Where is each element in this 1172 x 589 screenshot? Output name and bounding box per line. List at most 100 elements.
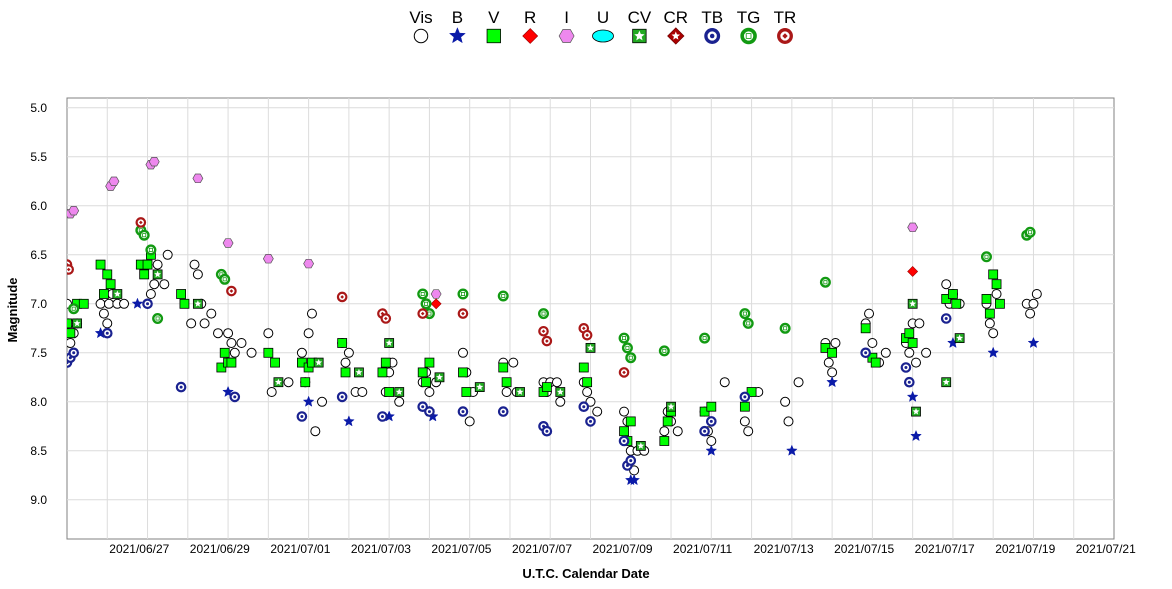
- x-tick-label: 2021/07/09: [593, 542, 653, 556]
- point-vis: [719, 377, 730, 388]
- point-tb: [417, 401, 429, 412]
- point-vis: [186, 318, 197, 329]
- point-v: [948, 289, 958, 299]
- point-vis: [827, 367, 838, 378]
- point-tb: [229, 391, 241, 403]
- point-vis: [551, 377, 562, 388]
- point-vis: [984, 318, 995, 329]
- legend-label-cv: CV: [628, 8, 652, 27]
- point-b: [343, 415, 355, 427]
- point-vis: [1028, 298, 1039, 309]
- point-tb: [618, 435, 630, 447]
- y-tick-label: 5.5: [30, 150, 47, 164]
- series-tb: [67, 298, 952, 471]
- point-vis: [310, 426, 321, 437]
- point-b: [222, 385, 234, 397]
- point-tg: [538, 308, 550, 320]
- series-tg: [68, 224, 1036, 364]
- point-cv: [911, 406, 921, 417]
- point-vis: [149, 279, 160, 290]
- point-i: [262, 254, 274, 264]
- point-tg: [420, 298, 432, 310]
- point-v: [625, 416, 636, 427]
- point-vis: [457, 347, 468, 358]
- point-tr: [135, 217, 147, 228]
- point-i: [192, 173, 204, 184]
- point-v: [501, 377, 512, 388]
- point-vis: [103, 298, 114, 309]
- point-tb: [578, 401, 590, 412]
- point-tb: [903, 376, 915, 388]
- point-i: [430, 289, 442, 299]
- point-tb: [457, 406, 469, 417]
- point-tb: [585, 416, 596, 427]
- point-vis: [555, 396, 566, 407]
- point-vis: [1025, 308, 1036, 319]
- point-cv: [555, 387, 566, 397]
- point-v: [461, 387, 472, 397]
- point-vis: [592, 406, 603, 417]
- point-v: [424, 357, 435, 368]
- point-v: [105, 279, 116, 290]
- legend-marker-cv: [632, 28, 647, 44]
- point-vis: [921, 347, 932, 358]
- point-b: [906, 390, 919, 402]
- point-vis: [283, 377, 294, 388]
- point-v: [78, 298, 89, 309]
- point-v: [458, 367, 468, 378]
- point-v: [662, 416, 673, 427]
- point-tg: [457, 288, 469, 300]
- point-vis: [424, 387, 435, 397]
- point-tr: [380, 313, 392, 324]
- y-tick-label: 8.5: [30, 444, 47, 458]
- x-axis-title: U.T.C. Calendar Date: [522, 566, 649, 581]
- point-cv: [585, 342, 596, 353]
- point-v: [739, 401, 750, 412]
- y-axis: 5.0 5.5 6.0 6.5 7.0 7.5 8.0 8.5 9.0: [30, 101, 47, 507]
- point-i: [907, 222, 919, 233]
- point-b: [131, 297, 144, 309]
- point-tb: [142, 298, 153, 310]
- point-b: [785, 444, 798, 456]
- x-tick-label: 2021/06/29: [190, 542, 250, 556]
- point-vis: [266, 387, 277, 397]
- point-vis: [672, 426, 683, 437]
- legend-label-i: I: [564, 8, 569, 27]
- point-tg: [152, 313, 164, 325]
- point-vis: [67, 338, 76, 348]
- point-v: [988, 269, 999, 280]
- point-v: [995, 298, 1005, 309]
- point-tb: [68, 347, 80, 359]
- point-tg: [739, 308, 751, 320]
- y-tick-label: 9.0: [30, 493, 47, 507]
- point-tb: [336, 391, 348, 403]
- point-tb: [541, 425, 553, 437]
- series-v: [67, 249, 1005, 446]
- x-tick-label: 2021/07/05: [431, 542, 491, 556]
- point-b: [628, 474, 641, 486]
- point-vis: [303, 328, 314, 339]
- point-v: [417, 367, 428, 378]
- point-vis: [911, 357, 922, 368]
- point-tb: [175, 381, 187, 393]
- legend: Vis B V R I U CV CR TB TG TR: [409, 8, 796, 45]
- point-vis: [263, 328, 274, 339]
- point-vis: [501, 387, 512, 397]
- x-tick-label: 2021/07/13: [754, 542, 814, 556]
- legend-marker-tg: [740, 27, 757, 45]
- point-i: [303, 258, 315, 269]
- x-tick-label: 2021/07/03: [351, 542, 411, 556]
- legend-marker-b: [448, 27, 466, 44]
- x-tick-label: 2021/07/17: [915, 542, 975, 556]
- point-vis: [823, 357, 834, 368]
- point-vis: [223, 328, 234, 339]
- legend-label-u: U: [597, 8, 609, 27]
- point-vis: [306, 308, 317, 319]
- point-vis: [206, 308, 217, 319]
- legend-marker-r: [522, 28, 539, 44]
- point-vis: [508, 357, 519, 368]
- point-vis: [189, 259, 200, 270]
- point-cv: [907, 298, 918, 309]
- point-vis: [317, 396, 328, 407]
